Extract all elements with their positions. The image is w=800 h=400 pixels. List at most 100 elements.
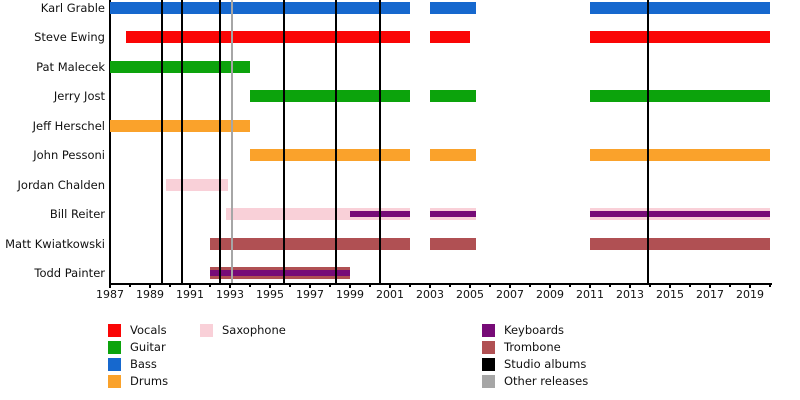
member-name-label: Jordan Chalden bbox=[17, 177, 105, 192]
axis-tick bbox=[349, 283, 351, 288]
tenure-bar-trombone bbox=[430, 237, 476, 250]
tenure-bar-drums bbox=[430, 149, 476, 161]
axis-tick bbox=[149, 283, 151, 288]
axis-tick-label: 2017 bbox=[696, 288, 724, 301]
studio-album-line bbox=[378, 0, 382, 283]
legend-swatch-keyboards bbox=[482, 324, 495, 337]
member-name-label: Pat Malecek bbox=[36, 59, 105, 74]
legend-label: Drums bbox=[130, 374, 169, 388]
tenure-bar-keyboards bbox=[430, 211, 476, 217]
member-name-label: Jerry Jost bbox=[53, 89, 105, 103]
axis-tick-label: 1989 bbox=[136, 288, 164, 301]
tenure-bar-guitar bbox=[110, 60, 250, 73]
legend-label: Bass bbox=[130, 357, 157, 371]
axis-tick-label: 1993 bbox=[216, 288, 244, 301]
member-name-label: Karl Grable bbox=[40, 0, 105, 15]
axis-tick-label: 2009 bbox=[536, 288, 564, 301]
axis-tick-label: 2019 bbox=[736, 288, 764, 301]
axis-tick bbox=[289, 283, 291, 287]
tenure-bar-trombone bbox=[590, 237, 770, 250]
axis-tick bbox=[469, 283, 471, 288]
tenure-bar-drums bbox=[250, 149, 410, 161]
axis-tick-label: 2015 bbox=[656, 288, 684, 301]
axis-tick-label: 2007 bbox=[496, 288, 524, 301]
axis-tick bbox=[749, 283, 751, 288]
axis-tick-label: 1995 bbox=[256, 288, 284, 301]
legend-label: Studio albums bbox=[504, 357, 587, 371]
legend-swatch-studio_albums bbox=[482, 358, 495, 371]
legend-label: Trombone bbox=[504, 340, 561, 354]
member-name-label: Jeff Herschel bbox=[32, 118, 105, 133]
axis-tick bbox=[609, 283, 611, 287]
legend-swatch-guitar bbox=[108, 341, 121, 354]
studio-album-line bbox=[282, 0, 286, 283]
tenure-bar-trombone bbox=[210, 237, 410, 250]
member-name-label: Matt Kwiatkowski bbox=[5, 236, 105, 251]
member-name-label: John Pessoni bbox=[33, 148, 105, 162]
axis-tick-label: 2003 bbox=[416, 288, 444, 301]
axis-tick bbox=[109, 283, 111, 288]
axis-tick bbox=[429, 283, 431, 288]
tenure-bar-vocals bbox=[590, 31, 770, 43]
axis-tick bbox=[209, 283, 211, 287]
axis-tick bbox=[129, 283, 131, 287]
axis-tick bbox=[389, 283, 391, 288]
axis-tick bbox=[549, 283, 551, 288]
axis-tick-label: 2011 bbox=[576, 288, 604, 301]
axis-tick bbox=[489, 283, 491, 287]
legend-swatch-vocals bbox=[108, 324, 121, 337]
legend-swatch-trombone bbox=[482, 341, 495, 354]
legend-label: Other releases bbox=[504, 374, 589, 388]
tenure-bar-guitar bbox=[430, 90, 476, 102]
axis-tick-label: 1997 bbox=[296, 288, 324, 301]
axis-tick bbox=[409, 283, 411, 287]
tenure-bar-keyboards bbox=[590, 211, 770, 217]
axis-tick bbox=[669, 283, 671, 288]
tenure-bar-bass bbox=[590, 1, 770, 14]
tenure-bar-guitar bbox=[250, 90, 410, 102]
legend-swatch-saxophone bbox=[200, 324, 213, 337]
studio-album-line bbox=[646, 0, 650, 283]
tenure-bar-bass bbox=[110, 1, 410, 14]
axis-tick bbox=[569, 283, 571, 287]
tenure-bar-drums bbox=[110, 119, 250, 132]
tenure-bar-guitar bbox=[590, 90, 770, 102]
x-axis-line bbox=[109, 283, 772, 285]
legend-swatch-other_releases bbox=[482, 375, 495, 388]
member-name-label: Todd Painter bbox=[34, 266, 105, 280]
tenure-bar-vocals bbox=[430, 31, 470, 43]
legend-swatch-bass bbox=[108, 358, 121, 371]
axis-tick bbox=[509, 283, 511, 288]
studio-album-line bbox=[180, 0, 184, 283]
axis-tick bbox=[649, 283, 651, 287]
axis-tick bbox=[629, 283, 631, 288]
axis-tick bbox=[769, 283, 771, 287]
legend-swatch-drums bbox=[108, 375, 121, 388]
axis-tick-label: 2013 bbox=[616, 288, 644, 301]
axis-tick-label: 1991 bbox=[176, 288, 204, 301]
axis-tick bbox=[309, 283, 311, 288]
y-axis-line bbox=[109, 0, 111, 283]
axis-tick-label: 2001 bbox=[376, 288, 404, 301]
studio-album-line bbox=[334, 0, 338, 283]
axis-tick bbox=[229, 283, 231, 288]
legend-label: Guitar bbox=[130, 340, 166, 354]
tenure-bar-vocals bbox=[126, 31, 410, 43]
axis-tick bbox=[249, 283, 251, 287]
axis-tick-label: 2005 bbox=[456, 288, 484, 301]
axis-tick bbox=[589, 283, 591, 288]
axis-tick-label: 1999 bbox=[336, 288, 364, 301]
tenure-bar-keyboards bbox=[210, 270, 350, 276]
axis-tick bbox=[169, 283, 171, 287]
other-release-line bbox=[230, 0, 234, 283]
axis-tick bbox=[689, 283, 691, 287]
axis-tick-label: 1987 bbox=[96, 288, 124, 301]
axis-tick bbox=[449, 283, 451, 287]
tenure-bar-bass bbox=[430, 1, 476, 14]
member-name-label: Bill Reiter bbox=[49, 207, 105, 221]
axis-tick bbox=[729, 283, 731, 287]
axis-tick bbox=[189, 283, 191, 288]
legend-label: Vocals bbox=[130, 323, 167, 337]
studio-album-line bbox=[218, 0, 222, 283]
